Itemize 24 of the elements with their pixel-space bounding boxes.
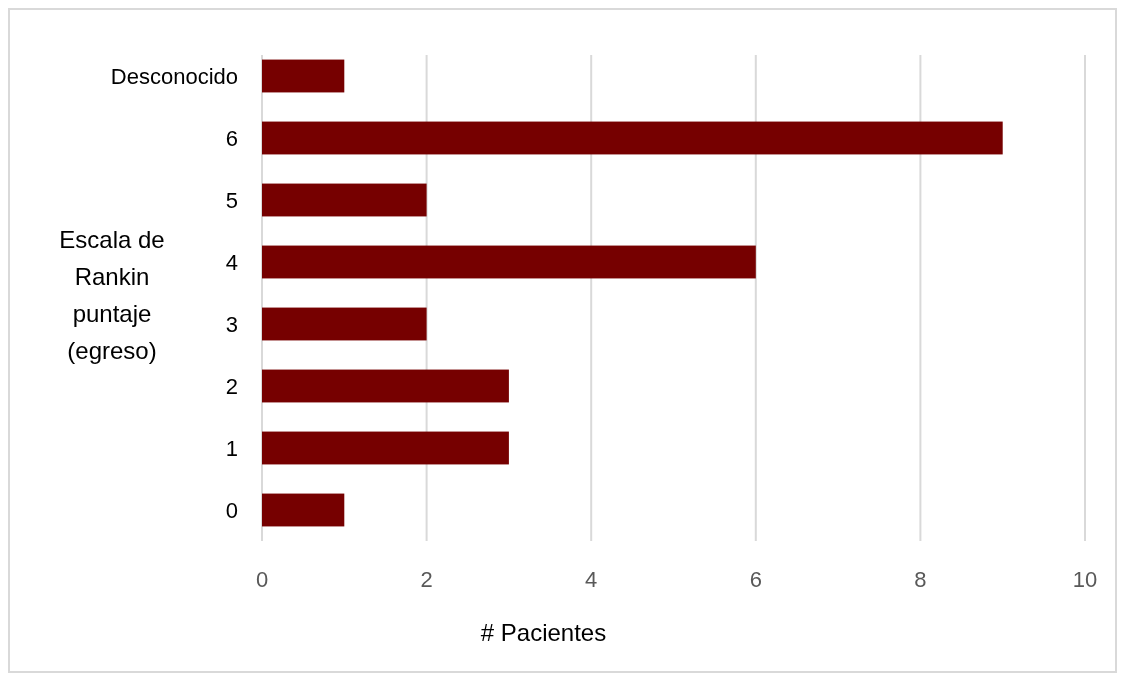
x-tick-label: 6 <box>749 567 762 592</box>
y-tick-label: 1 <box>225 435 238 461</box>
bar <box>262 245 756 279</box>
bar <box>262 121 1003 155</box>
bar <box>262 307 427 341</box>
x-tick-label: 10 <box>1072 567 1098 592</box>
x-tick-label: 8 <box>914 567 927 592</box>
bar <box>262 183 427 217</box>
bar <box>262 369 509 403</box>
y-axis-title: Escala de Rankin puntaje (egreso) <box>59 226 165 364</box>
bar <box>262 493 345 527</box>
x-axis-title: # Pacientes <box>480 619 607 646</box>
y-tick-label: Desconocido <box>110 63 238 89</box>
y-tick-label: 2 <box>225 373 238 399</box>
y-tick-label: 0 <box>225 497 238 523</box>
x-tick-label: 0 <box>255 567 269 592</box>
y-tick-label: 6 <box>225 125 238 151</box>
y-tick-label: 5 <box>225 187 238 213</box>
x-tick-label: 4 <box>585 567 598 592</box>
bar <box>262 431 509 465</box>
y-tick-label: 3 <box>225 311 238 337</box>
bar <box>262 59 345 93</box>
y-tick-label: 4 <box>225 249 238 275</box>
x-tick-label: 2 <box>420 567 433 592</box>
